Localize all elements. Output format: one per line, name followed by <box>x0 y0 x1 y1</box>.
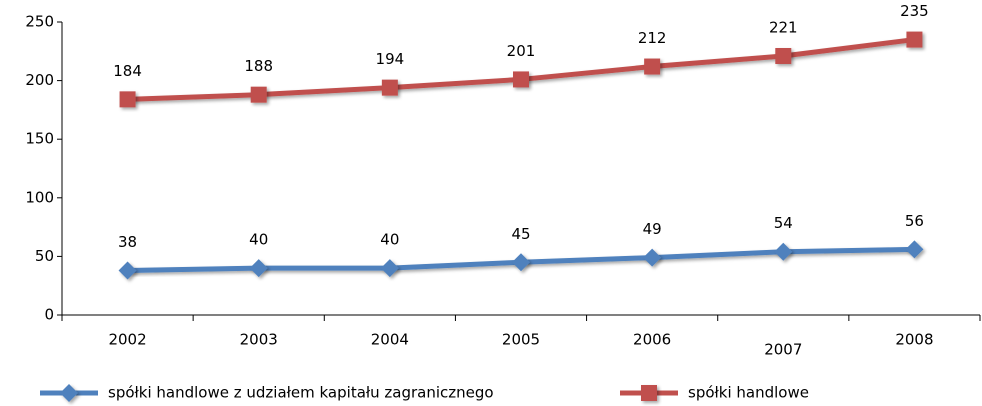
x-tick-label: 2005 <box>502 331 540 349</box>
data-point <box>118 261 137 280</box>
data-point <box>644 58 661 75</box>
data-label: 54 <box>774 214 793 232</box>
data-label: 235 <box>900 2 929 20</box>
data-label: 212 <box>638 29 667 47</box>
data-point <box>643 248 662 267</box>
x-tick-label: 2002 <box>108 331 146 349</box>
data-label: 194 <box>376 50 405 68</box>
x-tick-label: 2004 <box>371 331 409 349</box>
y-tick-label: 250 <box>25 13 54 31</box>
x-tick-label: 2006 <box>633 331 671 349</box>
data-point <box>512 253 530 272</box>
y-tick-label: 0 <box>44 306 54 324</box>
data-point <box>775 47 792 64</box>
data-point <box>119 91 136 108</box>
data-label: 40 <box>249 231 268 249</box>
x-tick-label: 2007 <box>764 341 802 359</box>
data-point <box>380 259 399 278</box>
legend-marker <box>60 384 78 402</box>
data-point <box>513 71 529 88</box>
y-tick-label: 100 <box>25 188 54 206</box>
legend-marker <box>641 385 657 401</box>
data-label: 184 <box>113 62 142 80</box>
data-label: 45 <box>511 225 530 243</box>
data-label: 201 <box>507 42 536 60</box>
data-point <box>774 242 793 261</box>
data-label: 49 <box>643 220 662 238</box>
data-point <box>905 240 924 259</box>
data-point <box>249 259 268 278</box>
legend-label: spółki handlowe <box>688 384 809 402</box>
legend-label: spółki handlowe z udziałem kapitału zagr… <box>108 384 494 402</box>
data-point <box>381 79 398 96</box>
x-tick-label: 2003 <box>240 331 278 349</box>
data-point <box>250 86 267 103</box>
data-label: 188 <box>244 57 273 75</box>
x-tick-label: 2008 <box>895 331 933 349</box>
data-label: 221 <box>769 18 798 36</box>
y-tick-label: 200 <box>25 71 54 89</box>
data-label: 56 <box>905 212 924 230</box>
y-tick-label: 150 <box>25 130 54 148</box>
data-label: 40 <box>380 231 399 249</box>
data-label: 38 <box>118 233 137 251</box>
y-tick-label: 50 <box>35 247 54 265</box>
data-point <box>906 31 923 48</box>
